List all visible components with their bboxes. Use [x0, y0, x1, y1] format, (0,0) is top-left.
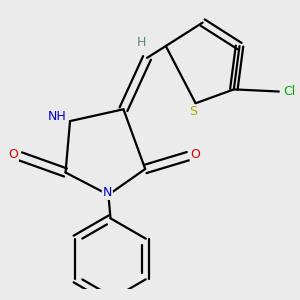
Text: H: H — [137, 36, 146, 50]
Text: O: O — [8, 148, 18, 161]
Text: Cl: Cl — [284, 85, 296, 98]
Text: O: O — [190, 148, 200, 160]
Text: S: S — [190, 105, 197, 118]
Text: N: N — [103, 186, 112, 199]
Text: NH: NH — [48, 110, 67, 123]
